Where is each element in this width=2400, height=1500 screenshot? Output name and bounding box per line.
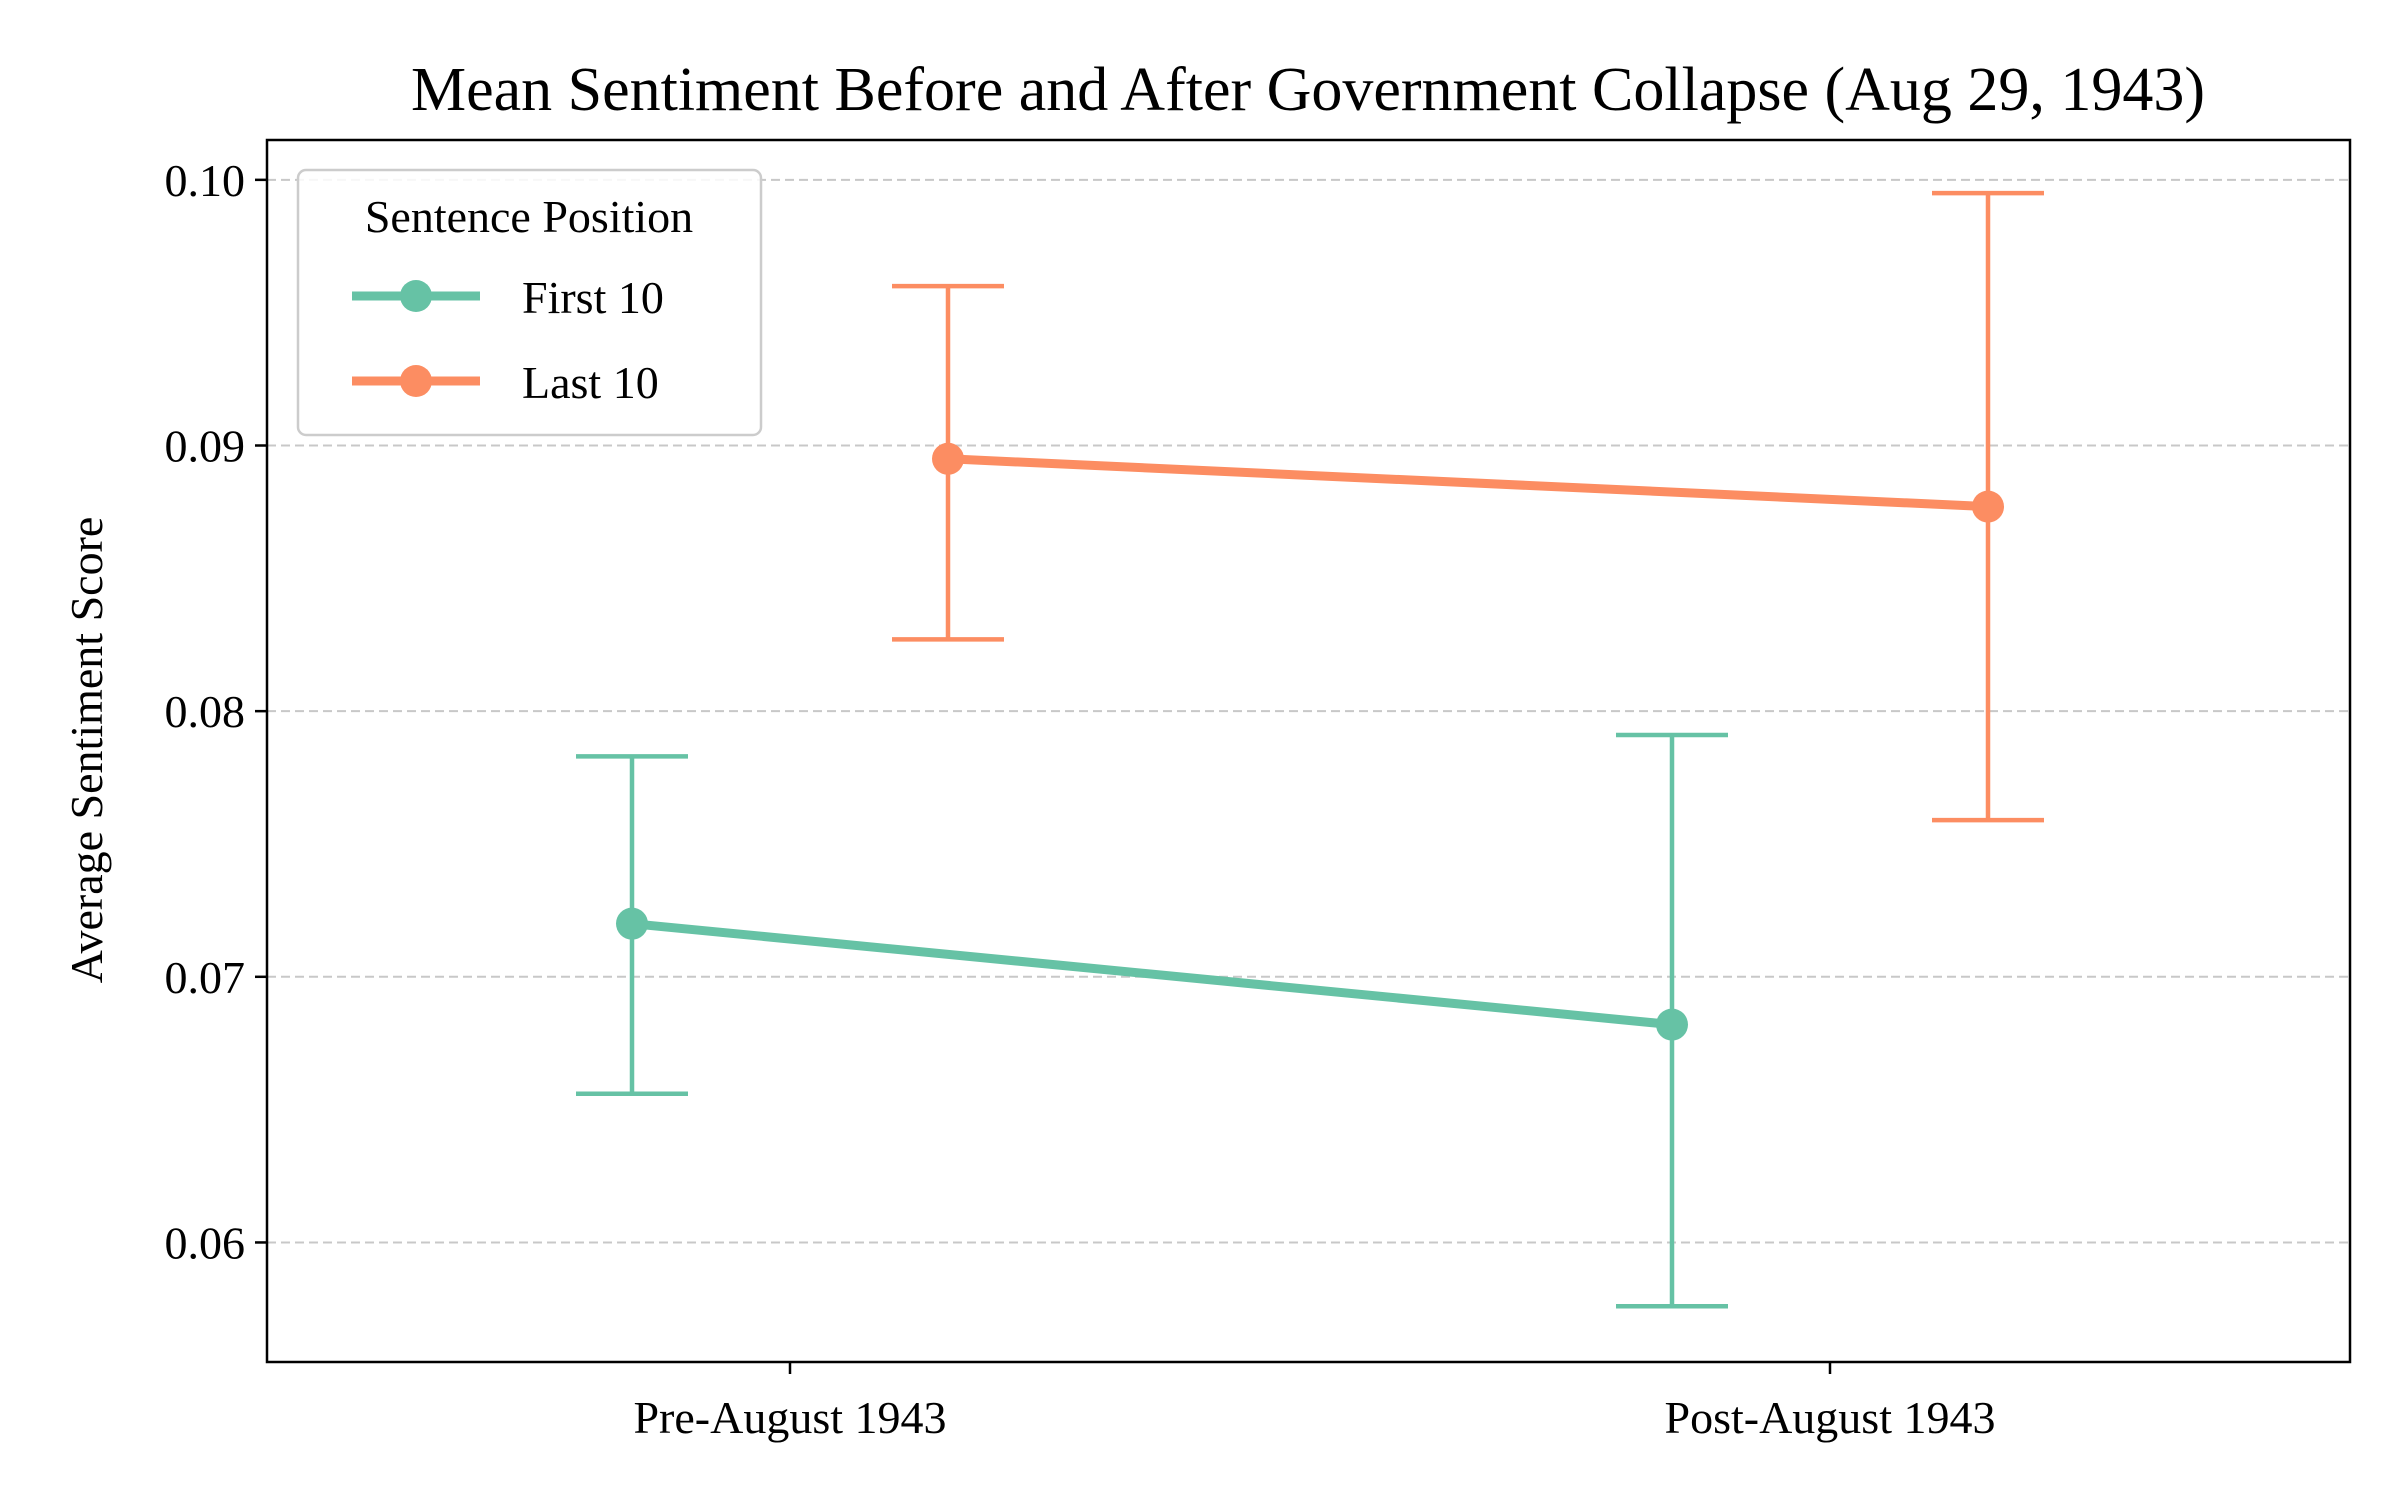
data-point (932, 442, 964, 475)
y-tick-label: 0.07 (165, 952, 246, 1003)
y-tick-label: 0.10 (165, 155, 246, 206)
x-tick-label: Pre-August 1943 (633, 1392, 946, 1443)
legend-item-first-10: First 10 (352, 272, 664, 323)
series-last-10 (892, 190, 2044, 823)
series-layer (576, 190, 2044, 1309)
y-axis-label: Average Sentiment Score (61, 517, 112, 984)
plot-frame (265, 138, 2352, 1364)
grid-lines (267, 178, 2350, 1244)
chart-title: Mean Sentiment Before and After Governme… (411, 56, 2205, 124)
series-first-10 (576, 732, 1728, 1309)
legend-marker-first-10 (400, 280, 432, 312)
series-line (631, 919, 1673, 1030)
axes: 0.06 0.07 0.08 0.09 0.10 Pre-August 1943 Post-… (165, 155, 1996, 1443)
data-point (616, 907, 648, 940)
series-line (947, 454, 1989, 512)
y-tick-label: 0.08 (165, 686, 246, 737)
legend-label-last-10: Last 10 (522, 357, 659, 408)
legend: Sentence Position First 10 Last 10 (296, 168, 763, 437)
legend-item-last-10: Last 10 (352, 357, 659, 408)
legend-title: Sentence Position (365, 191, 693, 242)
data-point (1656, 1008, 1688, 1041)
x-tick-label: Post-August 1943 (1665, 1392, 1996, 1443)
legend-marker-last-10 (400, 365, 432, 397)
data-point (1972, 490, 2004, 523)
y-tick-label: 0.06 (165, 1217, 246, 1268)
legend-label-first-10: First 10 (522, 272, 664, 323)
y-tick-label: 0.09 (165, 421, 246, 472)
